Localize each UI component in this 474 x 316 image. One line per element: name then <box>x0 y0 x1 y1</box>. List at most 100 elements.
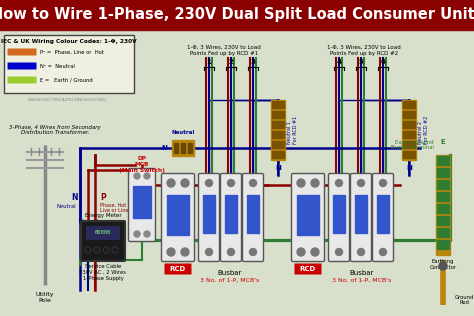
Text: N: N <box>72 192 78 202</box>
Circle shape <box>336 179 343 186</box>
Bar <box>271 100 285 160</box>
Text: 00000: 00000 <box>95 230 111 235</box>
Bar <box>225 195 237 233</box>
Bar <box>174 143 178 153</box>
Bar <box>402 100 416 160</box>
Circle shape <box>134 231 140 237</box>
Bar <box>403 121 415 128</box>
Text: 4: 4 <box>337 59 341 65</box>
Bar <box>437 216 449 225</box>
FancyBboxPatch shape <box>243 173 264 262</box>
FancyBboxPatch shape <box>294 264 321 275</box>
Text: Busbar: Busbar <box>350 270 374 276</box>
Circle shape <box>206 179 212 186</box>
Bar <box>272 121 284 128</box>
Text: RCD: RCD <box>170 266 186 272</box>
Bar <box>437 192 449 201</box>
Text: E =   Earth / Ground: E = Earth / Ground <box>40 78 93 83</box>
Circle shape <box>311 248 319 256</box>
Text: IEC & UK Wiring Colour Codes: 1-Φ, 230V: IEC & UK Wiring Colour Codes: 1-Φ, 230V <box>1 40 137 45</box>
Bar <box>297 195 319 235</box>
FancyBboxPatch shape <box>199 173 219 262</box>
Bar <box>4 35 134 93</box>
Text: 3-Phase, 4 Wires from Secondary
Distribution Transformer.: 3-Phase, 4 Wires from Secondary Distribu… <box>9 125 101 135</box>
FancyBboxPatch shape <box>328 173 349 262</box>
Circle shape <box>144 231 150 237</box>
Text: Neutral: Neutral <box>56 204 76 210</box>
Text: RCD: RCD <box>300 266 316 272</box>
Text: WWW.ELECTRICALTECHNOLOGY.ORG: WWW.ELECTRICALTECHNOLOGY.ORG <box>28 98 108 102</box>
Text: Live or Line: Live or Line <box>100 209 128 214</box>
Text: N: N <box>161 145 167 151</box>
Circle shape <box>336 248 343 256</box>
Bar <box>403 111 415 118</box>
Bar <box>403 131 415 138</box>
Circle shape <box>297 179 305 187</box>
Text: P: P <box>100 192 106 202</box>
Bar <box>437 156 449 165</box>
Circle shape <box>167 179 175 187</box>
Bar <box>403 141 415 148</box>
Circle shape <box>249 248 256 256</box>
Bar <box>437 240 449 249</box>
Text: DP
MCB
(Main Switch): DP MCB (Main Switch) <box>119 156 165 173</box>
Bar <box>437 168 449 177</box>
Circle shape <box>144 173 150 179</box>
Circle shape <box>380 248 386 256</box>
Bar <box>133 186 151 218</box>
Bar <box>203 195 215 233</box>
Bar <box>172 140 194 156</box>
Bar <box>437 204 449 213</box>
Text: 2: 2 <box>228 59 233 65</box>
Text: Neutral 1
For RCD #1: Neutral 1 For RCD #1 <box>287 116 298 144</box>
Bar <box>188 143 192 153</box>
Bar <box>272 151 284 158</box>
Text: N: N <box>275 165 281 171</box>
FancyBboxPatch shape <box>8 63 36 70</box>
Text: Service Cable
230V AC , 2 Wires
1-Phase Supply: Service Cable 230V AC , 2 Wires 1-Phase … <box>80 264 127 281</box>
Text: E: E <box>441 139 446 145</box>
Bar <box>272 131 284 138</box>
FancyBboxPatch shape <box>292 173 325 262</box>
Bar <box>437 180 449 189</box>
Text: 3 No. of 1-P, MCB's: 3 No. of 1-P, MCB's <box>332 278 392 283</box>
Circle shape <box>357 179 365 186</box>
Text: 3: 3 <box>251 59 255 65</box>
FancyBboxPatch shape <box>8 48 36 56</box>
FancyBboxPatch shape <box>373 173 393 262</box>
Text: 1: 1 <box>207 59 211 65</box>
Bar <box>437 228 449 237</box>
Circle shape <box>357 248 365 256</box>
Text: N² =  Neutral: N² = Neutral <box>40 64 75 69</box>
Circle shape <box>167 248 175 256</box>
Text: Phase, Hot: Phase, Hot <box>100 203 126 208</box>
Text: 6: 6 <box>381 59 385 65</box>
Bar <box>377 195 389 233</box>
Text: Utility
Pole: Utility Pole <box>36 292 54 303</box>
Bar <box>355 195 367 233</box>
Text: Busbar: Busbar <box>218 270 242 276</box>
FancyBboxPatch shape <box>220 173 241 262</box>
Text: Ground
Rod: Ground Rod <box>455 295 474 305</box>
Text: 1-Φ, 3 Wires, 230V to Load
Points Fed up by RCD #2: 1-Φ, 3 Wires, 230V to Load Points Fed up… <box>327 45 401 56</box>
Bar <box>167 195 189 235</box>
Circle shape <box>134 173 140 179</box>
Bar <box>247 195 259 233</box>
Bar <box>0 0 474 30</box>
Text: Neutral 2
For RCD #2: Neutral 2 For RCD #2 <box>418 116 429 144</box>
Circle shape <box>181 179 189 187</box>
FancyBboxPatch shape <box>128 168 155 241</box>
Circle shape <box>311 179 319 187</box>
Text: Earth / Ground
Busbar Terminal: Earth / Ground Busbar Terminal <box>391 139 434 150</box>
Circle shape <box>206 248 212 256</box>
Text: 3 No. of 1-P, MCB's: 3 No. of 1-P, MCB's <box>201 278 260 283</box>
Circle shape <box>249 179 256 186</box>
Text: Energy Meter: Energy Meter <box>85 213 121 218</box>
Text: 1-Φ, 3 Wires, 230V to Load
Points Fed up by RCD #1: 1-Φ, 3 Wires, 230V to Load Points Fed up… <box>187 45 261 56</box>
Bar <box>333 195 345 233</box>
Bar <box>272 111 284 118</box>
Text: P² =  Phase, Line or  Hot: P² = Phase, Line or Hot <box>40 50 104 55</box>
Bar <box>403 151 415 158</box>
Circle shape <box>181 248 189 256</box>
Text: How to Wire 1-Phase, 230V Dual Split Load Consumer Unit?: How to Wire 1-Phase, 230V Dual Split Loa… <box>0 8 474 22</box>
